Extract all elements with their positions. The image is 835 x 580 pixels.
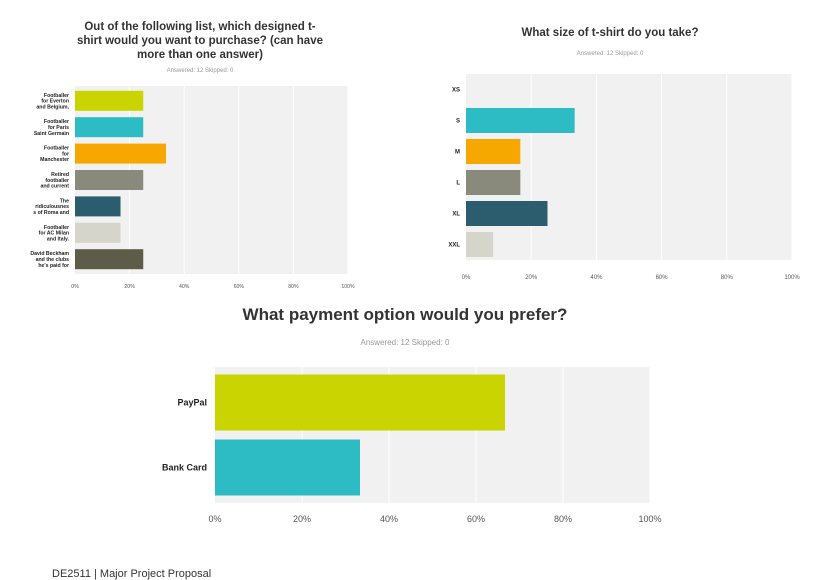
x-tick-label: 0% bbox=[462, 275, 471, 281]
x-tick-label: 60% bbox=[656, 275, 669, 281]
category-label: for Everton bbox=[41, 99, 69, 105]
category-label: The bbox=[60, 198, 69, 204]
designs-chart-title: Out of the following list, which designe… bbox=[76, 21, 323, 61]
bar bbox=[466, 170, 521, 195]
x-tick-label: 0% bbox=[208, 514, 221, 524]
x-tick-label: 40% bbox=[179, 284, 190, 290]
category-label: PayPal bbox=[177, 398, 207, 408]
designs-chart: Out of the following list, which designe… bbox=[0, 0, 400, 300]
bar bbox=[75, 90, 144, 111]
bar bbox=[75, 117, 144, 138]
category-label: S bbox=[456, 119, 460, 125]
category-label: Manchester bbox=[40, 157, 69, 163]
bar bbox=[466, 108, 575, 133]
x-tick-label: 100% bbox=[784, 275, 800, 281]
category-label: and Italy. bbox=[47, 236, 70, 242]
category-label: M bbox=[455, 150, 460, 156]
designs-chart-subtitle: Answered: 12 Skipped: 0 bbox=[166, 68, 234, 74]
size-chart-plot: 0% 20% 40% 60% 80% 100% XS S M L XL XXL bbox=[448, 74, 800, 281]
x-tick-label: 40% bbox=[380, 514, 398, 524]
category-label: L bbox=[456, 181, 460, 187]
payment-chart-plot: 0% 20% 40% 60% 80% 100% PayPal Bank Card bbox=[162, 367, 662, 524]
bar bbox=[75, 170, 144, 190]
x-tick-label: 40% bbox=[590, 275, 603, 281]
category-label: Saint Germain bbox=[34, 131, 69, 137]
category-label: he's paid for bbox=[38, 263, 69, 269]
x-tick-label: 100% bbox=[341, 284, 355, 290]
category-label: Footballer bbox=[44, 93, 69, 99]
x-tick-label: 80% bbox=[554, 514, 572, 524]
category-label: and current bbox=[40, 184, 69, 190]
payment-chart: What payment option would you prefer? An… bbox=[0, 300, 835, 540]
x-tick-label: 80% bbox=[288, 284, 299, 290]
bar bbox=[466, 232, 494, 257]
category-label: XS bbox=[452, 88, 460, 94]
category-label: XL bbox=[452, 212, 460, 218]
size-chart-subtitle: Answered: 12 Skipped: 0 bbox=[576, 51, 644, 57]
x-tick-label: 20% bbox=[124, 284, 135, 290]
category-label: Footballer bbox=[44, 119, 69, 125]
bar bbox=[215, 374, 506, 431]
category-label: ridiculousnes bbox=[35, 204, 69, 210]
bar bbox=[215, 439, 360, 496]
bar bbox=[75, 143, 166, 164]
category-label: for bbox=[62, 151, 69, 157]
category-label: and the clubs bbox=[36, 257, 70, 263]
x-tick-label: 60% bbox=[234, 284, 245, 290]
x-tick-label: 60% bbox=[467, 514, 485, 524]
bar bbox=[466, 201, 548, 226]
bar bbox=[75, 249, 144, 270]
bar bbox=[466, 139, 521, 164]
plot-area bbox=[466, 74, 792, 260]
bar bbox=[75, 222, 121, 243]
category-label: Retired bbox=[51, 172, 69, 178]
category-label: Footballer bbox=[44, 146, 69, 152]
x-tick-label: 100% bbox=[638, 514, 661, 524]
category-label: Bank Card bbox=[162, 463, 207, 473]
category-label: and Belgium, bbox=[36, 104, 69, 110]
category-label: s of Roma and bbox=[33, 210, 69, 216]
category-label: for AC Milan bbox=[39, 231, 69, 237]
category-label: XXL bbox=[448, 243, 460, 249]
bar bbox=[75, 196, 121, 217]
category-label: footballer bbox=[45, 178, 69, 184]
x-tick-label: 80% bbox=[721, 275, 734, 281]
size-chart-title: What size of t-shirt do you take? bbox=[521, 27, 699, 39]
x-tick-label: 20% bbox=[293, 514, 311, 524]
category-label: Footballer bbox=[44, 225, 69, 231]
payment-chart-title: What payment option would you prefer? bbox=[242, 305, 568, 324]
page-footer: DE2511 | Major Project Proposal bbox=[52, 568, 212, 580]
payment-chart-subtitle: Answered: 12 Skipped: 0 bbox=[360, 338, 450, 347]
x-tick-label: 0% bbox=[71, 284, 79, 290]
size-chart: What size of t-shirt do you take? Answer… bbox=[440, 0, 835, 300]
x-tick-label: 20% bbox=[525, 275, 538, 281]
category-label: for Paris bbox=[48, 125, 69, 131]
category-label: David Beckham bbox=[30, 251, 69, 257]
